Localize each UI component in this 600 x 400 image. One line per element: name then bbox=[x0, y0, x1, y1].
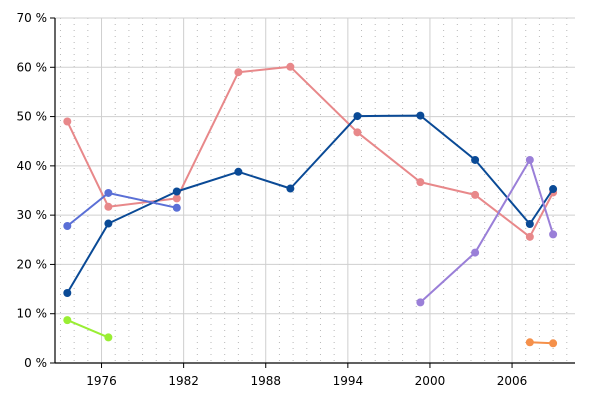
data-point bbox=[63, 316, 72, 325]
x-tick-label: 1988 bbox=[250, 374, 281, 388]
data-point bbox=[104, 219, 113, 228]
data-point bbox=[416, 111, 425, 120]
data-point bbox=[234, 167, 243, 176]
data-point bbox=[471, 190, 480, 199]
series-line-2 bbox=[66, 114, 554, 294]
x-tick-label: 2000 bbox=[415, 374, 446, 388]
data-point bbox=[353, 112, 362, 121]
data-point bbox=[63, 221, 72, 230]
axes: 0 % 10 % 20 % 30 % 40 % 50 % 60 % 70 % 1976 1982 1… bbox=[17, 11, 575, 388]
data-point bbox=[525, 338, 534, 347]
y-tick-label: 70 % bbox=[17, 11, 48, 25]
data-point bbox=[286, 184, 295, 193]
data-point bbox=[234, 68, 243, 77]
data-point bbox=[471, 155, 480, 164]
data-point bbox=[416, 178, 425, 187]
series-line-1 bbox=[66, 65, 554, 238]
series-layer bbox=[63, 62, 558, 348]
data-point bbox=[525, 220, 534, 229]
y-tick-label: 50 % bbox=[17, 110, 48, 124]
data-point bbox=[353, 128, 362, 137]
data-point bbox=[525, 155, 534, 164]
y-tick-label: 20 % bbox=[17, 257, 48, 271]
y-tick-label: 0 % bbox=[24, 356, 47, 370]
data-point bbox=[525, 232, 534, 241]
data-point bbox=[549, 185, 558, 194]
data-point bbox=[549, 230, 558, 239]
data-point bbox=[286, 62, 295, 71]
data-point bbox=[172, 203, 181, 212]
series-line-4 bbox=[66, 319, 109, 339]
grid bbox=[55, 17, 575, 363]
y-tick-label: 30 % bbox=[17, 208, 48, 222]
data-point bbox=[172, 187, 181, 196]
x-tick-label: 1982 bbox=[168, 374, 199, 388]
series-line-3 bbox=[66, 192, 178, 227]
data-point bbox=[416, 298, 425, 307]
data-point bbox=[104, 188, 113, 197]
x-tick-label: 2006 bbox=[497, 374, 528, 388]
data-point bbox=[549, 339, 558, 348]
y-tick-label: 10 % bbox=[17, 307, 48, 321]
series-line-5 bbox=[419, 158, 555, 304]
x-tick-label: 1976 bbox=[86, 374, 117, 388]
data-point bbox=[104, 202, 113, 211]
data-point bbox=[104, 333, 113, 342]
data-point bbox=[172, 194, 181, 203]
y-tick-label: 40 % bbox=[17, 159, 48, 173]
data-point bbox=[471, 248, 480, 257]
x-tick-label: 1994 bbox=[333, 374, 364, 388]
data-point bbox=[63, 289, 72, 298]
data-point bbox=[63, 117, 72, 126]
y-tick-label: 60 % bbox=[17, 60, 48, 74]
